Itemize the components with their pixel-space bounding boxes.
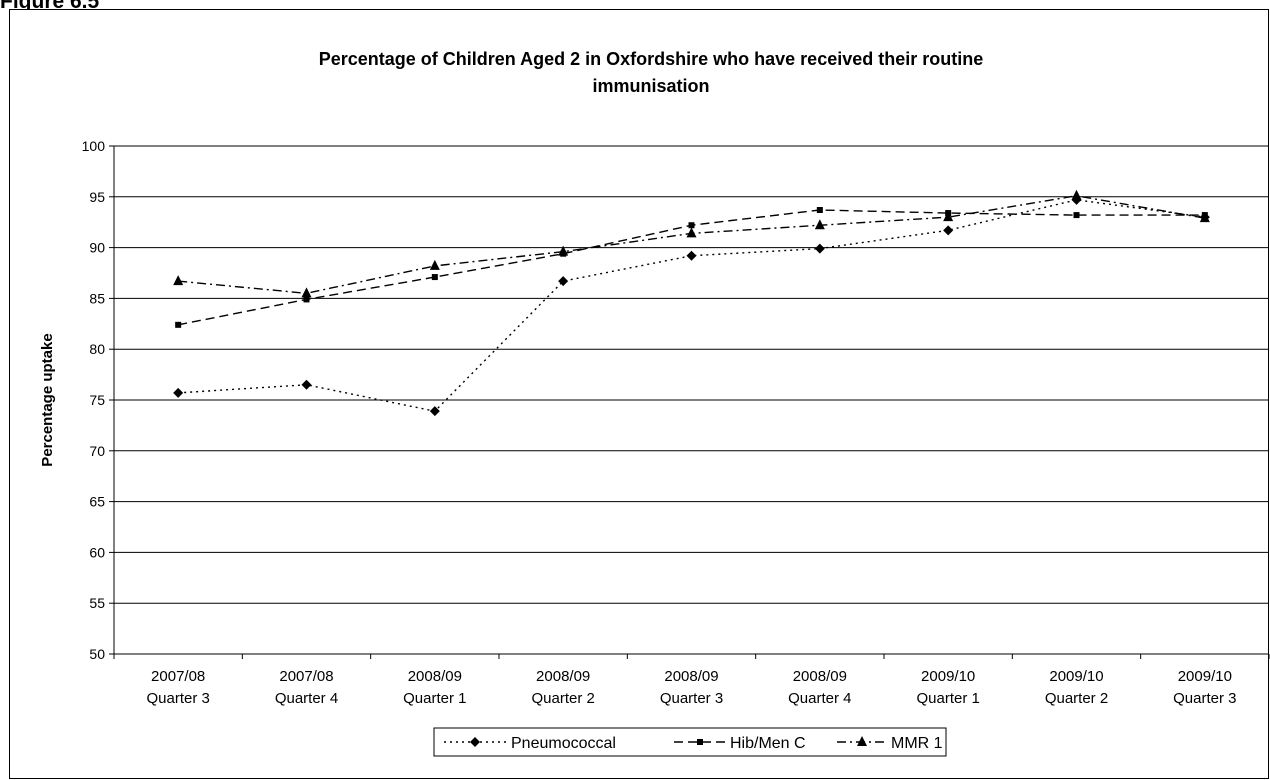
y-tick-label: 75 bbox=[89, 392, 105, 408]
x-tick-label-year: 2007/08 bbox=[279, 668, 333, 685]
line-chart: Percentage of Children Aged 2 in Oxfords… bbox=[39, 49, 1270, 757]
legend-label-mmr-1: MMR 1 bbox=[891, 735, 943, 752]
legend-marker-mmr-1 bbox=[857, 736, 867, 746]
x-tick-label-year: 2007/08 bbox=[151, 668, 205, 685]
x-tick-label-quarter: Quarter 4 bbox=[275, 690, 338, 707]
x-tick-label-quarter: Quarter 3 bbox=[660, 690, 723, 707]
y-tick-label: 100 bbox=[82, 138, 106, 154]
y-tick-label: 85 bbox=[89, 290, 105, 306]
data-point-pneumococcal bbox=[943, 225, 954, 236]
x-tick-label-quarter: Quarter 2 bbox=[1045, 690, 1108, 707]
data-point-mmr-1 bbox=[1071, 189, 1082, 200]
legend-marker-pneumococcal bbox=[470, 737, 480, 747]
y-axis-label: Percentage uptake bbox=[39, 333, 56, 466]
series-line-pneumococcal bbox=[178, 199, 1205, 412]
data-point-pneumococcal bbox=[173, 387, 184, 398]
x-tick-label-year: 2008/09 bbox=[408, 668, 462, 685]
chart-title-line1: Percentage of Children Aged 2 in Oxfords… bbox=[319, 49, 984, 69]
data-point-hib-men-c bbox=[688, 222, 695, 229]
y-tick-label: 70 bbox=[89, 443, 105, 459]
x-tick-label-quarter: Quarter 3 bbox=[146, 690, 209, 707]
x-tick-label-quarter: Quarter 3 bbox=[1173, 690, 1236, 707]
data-point-mmr-1 bbox=[814, 219, 825, 230]
data-point-hib-men-c bbox=[175, 321, 182, 328]
data-point-hib-men-c bbox=[816, 207, 823, 214]
data-point-pneumococcal bbox=[301, 379, 312, 390]
x-tick-label-quarter: Quarter 1 bbox=[916, 690, 979, 707]
chart-frame: Percentage of Children Aged 2 in Oxfords… bbox=[9, 9, 1270, 779]
x-tick-label-year: 2008/09 bbox=[793, 668, 847, 685]
data-point-pneumococcal bbox=[429, 406, 440, 417]
legend-marker-hib-men-c bbox=[697, 739, 703, 745]
x-tick-label-quarter: Quarter 2 bbox=[531, 690, 594, 707]
y-tick-label: 50 bbox=[89, 646, 105, 662]
y-tick-label: 80 bbox=[89, 341, 105, 357]
x-tick-label-quarter: Quarter 4 bbox=[788, 690, 851, 707]
legend-label-pneumococcal: Pneumococcal bbox=[511, 735, 616, 752]
x-tick-label-year: 2009/10 bbox=[1178, 668, 1232, 685]
chart-title-line2: immunisation bbox=[592, 76, 709, 96]
x-tick-label-year: 2009/10 bbox=[1049, 668, 1103, 685]
y-tick-label: 60 bbox=[89, 544, 105, 560]
data-point-pneumococcal bbox=[814, 243, 825, 254]
x-tick-label-quarter: Quarter 1 bbox=[403, 690, 466, 707]
x-tick-label-year: 2008/09 bbox=[664, 668, 718, 685]
x-tick-label-year: 2008/09 bbox=[536, 668, 590, 685]
x-tick-label-year: 2009/10 bbox=[921, 668, 975, 685]
legend-label-hib-men-c: Hib/Men C bbox=[730, 735, 806, 752]
data-point-hib-men-c bbox=[431, 274, 438, 281]
data-point-pneumococcal bbox=[558, 276, 569, 287]
series-line-mmr-1 bbox=[178, 195, 1205, 295]
data-point-hib-men-c bbox=[1073, 212, 1080, 219]
data-point-pneumococcal bbox=[686, 250, 697, 261]
data-point-mmr-1 bbox=[686, 227, 697, 238]
data-point-hib-men-c bbox=[303, 296, 310, 303]
y-tick-label: 95 bbox=[89, 189, 105, 205]
data-point-mmr-1 bbox=[301, 287, 312, 298]
y-tick-label: 55 bbox=[89, 595, 105, 611]
data-point-mmr-1 bbox=[943, 211, 954, 222]
data-point-mmr-1 bbox=[173, 275, 184, 286]
data-point-mmr-1 bbox=[1199, 212, 1210, 223]
y-tick-label: 65 bbox=[89, 494, 105, 510]
data-point-mmr-1 bbox=[558, 245, 569, 256]
data-point-mmr-1 bbox=[429, 259, 440, 270]
y-tick-label: 90 bbox=[89, 240, 105, 256]
